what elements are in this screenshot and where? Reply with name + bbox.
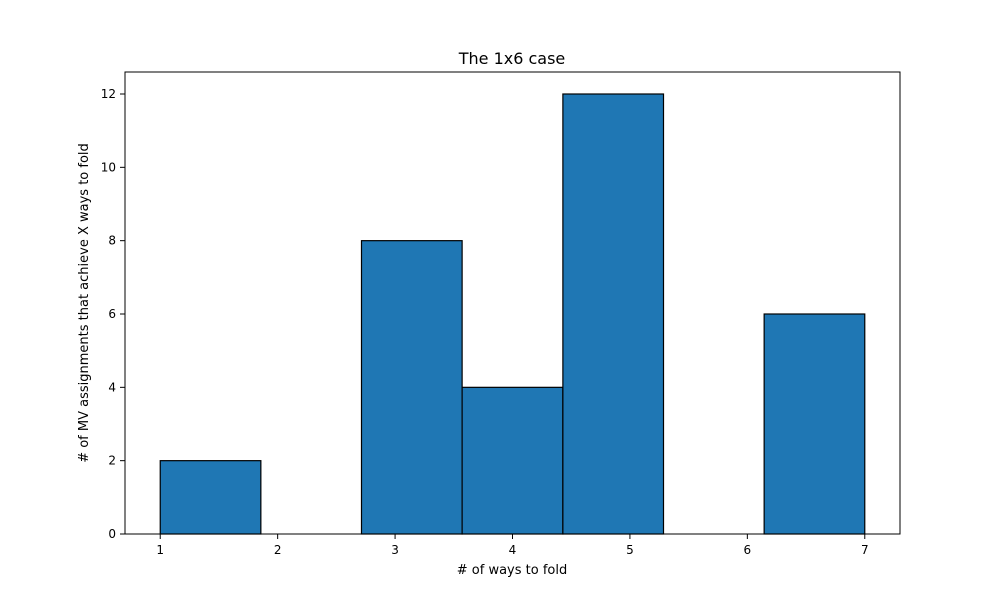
x-tick-label: 6 xyxy=(744,543,752,557)
y-tick-label: 8 xyxy=(108,234,116,248)
x-tick-label: 3 xyxy=(391,543,399,557)
chart-title: The 1x6 case xyxy=(458,49,566,68)
x-axis-label: # of ways to fold xyxy=(457,563,567,578)
y-axis-label: # of MV assignments that achieve X ways … xyxy=(77,143,92,463)
y-tick-label: 10 xyxy=(101,160,116,174)
x-tick-label: 7 xyxy=(861,543,869,557)
y-tick-label: 6 xyxy=(108,307,116,321)
x-tick-label: 5 xyxy=(626,543,634,557)
histogram-bar-6 xyxy=(763,313,866,535)
x-tick-label: 2 xyxy=(274,543,282,557)
x-tick-label: 1 xyxy=(156,543,164,557)
histogram-bar-4 xyxy=(562,93,665,535)
y-tick-label: 2 xyxy=(108,454,116,468)
x-tick-label: 4 xyxy=(509,543,517,557)
histogram-bar-3 xyxy=(461,386,564,535)
y-tick-label: 4 xyxy=(108,380,116,394)
y-tick-label: 12 xyxy=(101,87,116,101)
histogram-bar-2 xyxy=(360,240,463,535)
histogram-bar-0 xyxy=(159,460,262,535)
y-tick-label: 0 xyxy=(108,527,116,541)
